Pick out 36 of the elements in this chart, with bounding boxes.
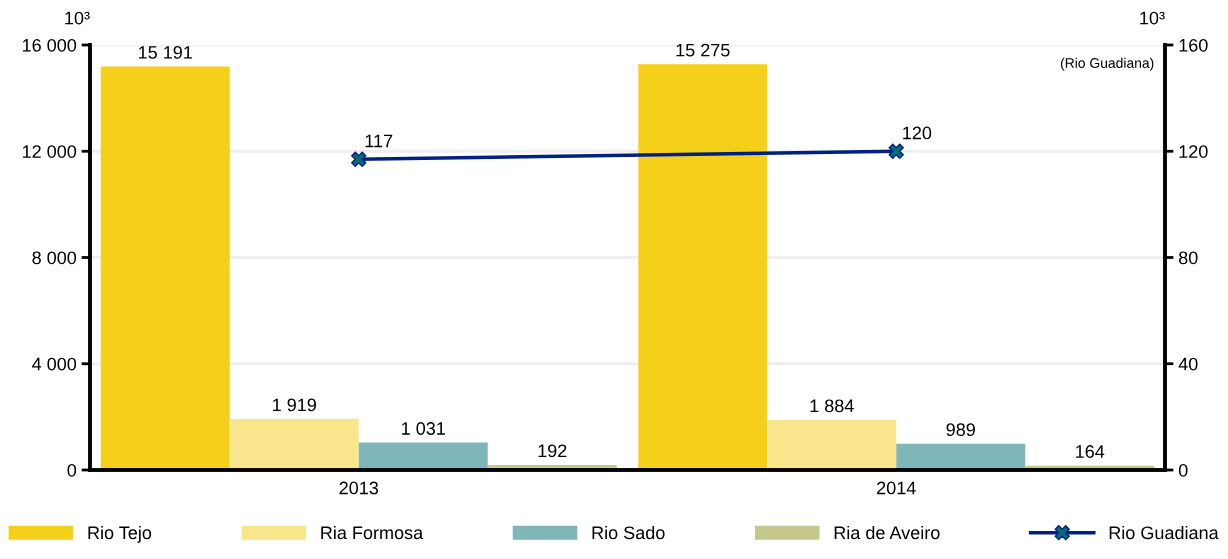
y-axis-title: 10³: [65, 11, 90, 25]
data-label: 120: [903, 126, 932, 140]
legend-label: Ria Formosa: [321, 525, 424, 540]
legend-label: Ria de Aveiro: [834, 525, 940, 540]
bar: [100, 66, 230, 470]
annotation: (Rio Guadiana): [1060, 57, 1154, 71]
y-tick-label: 12 000: [22, 145, 77, 158]
data-label: 1 884: [810, 399, 854, 413]
data-label: 15 275: [676, 43, 730, 57]
y-tick-label: 8 000: [32, 251, 77, 265]
y-tick-label: 4 000: [32, 357, 77, 371]
bar: [229, 419, 359, 470]
data-label: 192: [538, 444, 567, 458]
bar: [896, 443, 1026, 470]
data-label: 989: [946, 423, 975, 436]
data-label: 117: [365, 134, 393, 148]
x-tick-label: 2013: [339, 481, 379, 495]
y2-tick-label: 80: [1178, 251, 1198, 265]
bar: [638, 64, 768, 470]
legend-label: Rio Sado: [592, 525, 665, 540]
x-tick-label: 2014: [877, 481, 916, 495]
bar: [358, 442, 488, 470]
y2-tick-label: 120: [1179, 145, 1208, 158]
bar: [767, 419, 897, 470]
y2-tick-label: 40: [1178, 357, 1198, 371]
y-tick-label: 0: [67, 463, 77, 477]
y-tick-label: 16 000: [22, 38, 77, 52]
data-label: 1 031: [402, 422, 445, 435]
y2-axis-title: 10³: [1140, 11, 1165, 25]
data-label: 1 919: [273, 398, 316, 412]
legend-label: Rio Guadiana: [1109, 525, 1219, 540]
data-label: 164: [1076, 445, 1105, 458]
legend-label: Rio Tejo: [88, 525, 152, 543]
data-label: 15 191: [139, 45, 192, 59]
y2-tick-label: 0: [1178, 463, 1188, 477]
y2-tick-label: 160: [1179, 38, 1208, 52]
